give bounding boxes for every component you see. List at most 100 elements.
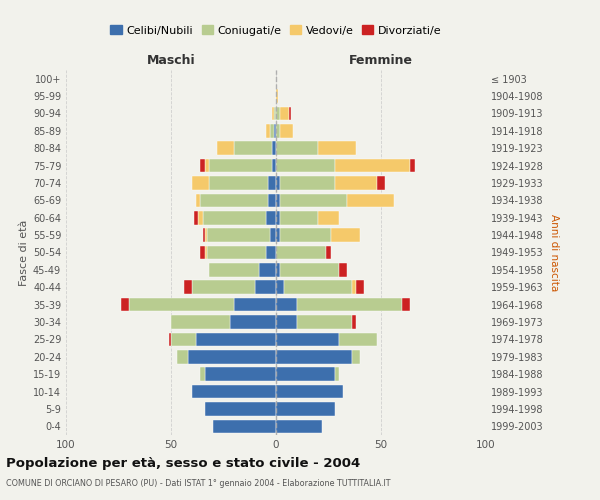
Bar (270, 228, 276, 242)
Bar (196, 332, 276, 346)
Bar (352, 315, 356, 329)
Bar (268, 194, 276, 207)
Bar (402, 298, 410, 312)
Bar (280, 194, 347, 207)
Bar (205, 368, 276, 381)
Bar (276, 159, 335, 172)
Bar (234, 142, 272, 155)
Text: Femmine: Femmine (349, 54, 413, 66)
Bar (331, 228, 360, 242)
Bar (265, 246, 276, 260)
Bar (276, 246, 326, 260)
Bar (171, 315, 230, 329)
Bar (188, 350, 276, 364)
Bar (209, 176, 268, 190)
Bar (280, 228, 331, 242)
Bar (200, 246, 205, 260)
Bar (205, 402, 276, 415)
Bar (335, 176, 377, 190)
Bar (200, 159, 205, 172)
Bar (335, 159, 410, 172)
Bar (234, 298, 276, 312)
Bar (265, 211, 276, 224)
Bar (276, 402, 335, 415)
Bar (276, 315, 297, 329)
Bar (276, 385, 343, 398)
Bar (280, 106, 289, 120)
Bar (276, 420, 322, 433)
Legend: Celibi/Nubili, Coniugati/e, Vedovi/e, Divorziati/e: Celibi/Nubili, Coniugati/e, Vedovi/e, Di… (106, 21, 446, 40)
Bar (206, 228, 270, 242)
Bar (318, 211, 339, 224)
Bar (276, 350, 352, 364)
Bar (276, 106, 280, 120)
Bar (276, 211, 280, 224)
Bar (259, 263, 276, 276)
Bar (198, 211, 203, 224)
Bar (205, 246, 206, 260)
Bar (339, 263, 347, 276)
Bar (276, 124, 280, 138)
Bar (206, 246, 265, 260)
Bar (200, 368, 205, 381)
Bar (410, 159, 415, 172)
Bar (265, 124, 270, 138)
Bar (276, 298, 297, 312)
Bar (284, 280, 352, 294)
Bar (274, 106, 276, 120)
Bar (326, 246, 331, 260)
Bar (356, 280, 364, 294)
Bar (280, 124, 293, 138)
Bar (205, 228, 206, 242)
Bar (169, 332, 171, 346)
Bar (209, 263, 259, 276)
Bar (347, 194, 394, 207)
Text: Maschi: Maschi (146, 54, 196, 66)
Bar (209, 159, 272, 172)
Bar (184, 280, 192, 294)
Bar (230, 315, 276, 329)
Bar (205, 159, 209, 172)
Bar (203, 211, 265, 224)
Bar (276, 194, 280, 207)
Bar (352, 350, 360, 364)
Bar (178, 350, 188, 364)
Bar (255, 280, 276, 294)
Bar (280, 211, 318, 224)
Bar (194, 211, 198, 224)
Bar (270, 124, 274, 138)
Bar (297, 298, 402, 312)
Bar (352, 280, 356, 294)
Bar (272, 142, 276, 155)
Y-axis label: Anni di nascita: Anni di nascita (549, 214, 559, 291)
Bar (276, 368, 335, 381)
Bar (276, 332, 339, 346)
Bar (276, 280, 284, 294)
Bar (196, 194, 200, 207)
Bar (318, 142, 356, 155)
Bar (192, 280, 255, 294)
Bar (276, 263, 280, 276)
Bar (377, 176, 385, 190)
Bar (274, 124, 276, 138)
Bar (192, 385, 276, 398)
Bar (171, 332, 196, 346)
Bar (339, 332, 377, 346)
Bar (276, 176, 280, 190)
Bar (203, 228, 205, 242)
Bar (289, 106, 291, 120)
Bar (121, 298, 129, 312)
Bar (335, 368, 339, 381)
Bar (276, 142, 318, 155)
Bar (272, 159, 276, 172)
Bar (272, 106, 274, 120)
Y-axis label: Fasce di età: Fasce di età (19, 220, 29, 286)
Bar (280, 176, 335, 190)
Bar (213, 420, 276, 433)
Bar (297, 315, 352, 329)
Bar (276, 228, 280, 242)
Bar (268, 176, 276, 190)
Bar (129, 298, 234, 312)
Bar (192, 176, 209, 190)
Bar (280, 263, 339, 276)
